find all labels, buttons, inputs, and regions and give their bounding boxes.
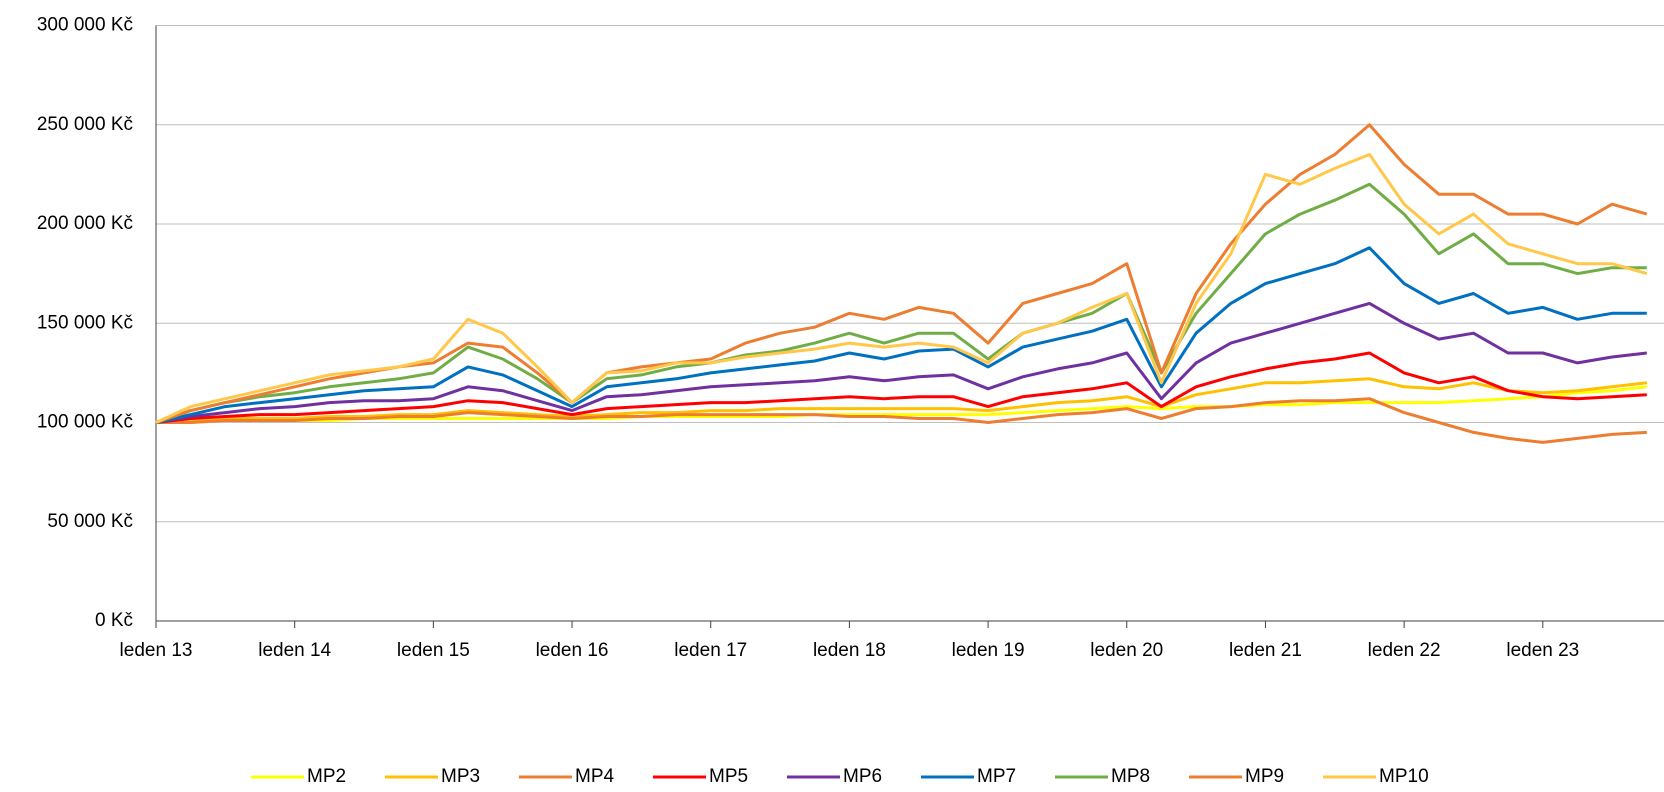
series-line	[155, 301, 1647, 424]
legend-label: MP6	[843, 766, 882, 787]
legend-label: MP8	[1111, 766, 1150, 787]
x-tick-label: leden 13	[120, 640, 193, 661]
series-line	[156, 385, 1647, 424]
series-line	[155, 377, 1647, 424]
x-tick-label: leden 18	[813, 640, 886, 661]
series-line	[155, 182, 1647, 424]
series-line	[155, 351, 1647, 424]
x-tick-label: leden 14	[258, 640, 331, 661]
y-tick-label: 150 000 Kč	[37, 312, 133, 333]
legend-label: MP4	[575, 766, 615, 787]
x-tick-label: leden 21	[1229, 640, 1302, 661]
legend-label: MP9	[1245, 766, 1284, 787]
y-tick-label: 0 Kč	[95, 610, 133, 631]
x-tick-label: leden 15	[397, 640, 470, 661]
y-tick-label: 300 000 Kč	[37, 15, 133, 36]
y-tick-label: 200 000 Kč	[37, 213, 133, 234]
x-tick-label: leden 23	[1506, 640, 1579, 661]
legend-label: MP2	[307, 766, 346, 787]
legend-label: MP5	[709, 766, 748, 787]
legend-label: MP7	[977, 766, 1016, 787]
y-tick-label: 100 000 Kč	[37, 412, 133, 433]
series-line	[155, 246, 1647, 424]
x-tick-label: leden 22	[1368, 640, 1441, 661]
series-line	[155, 153, 1648, 424]
y-tick-label: 50 000 Kč	[47, 511, 133, 532]
x-tick-label: leden 16	[536, 640, 609, 661]
legend-label: MP10	[1379, 766, 1429, 787]
legend-label: MP3	[441, 766, 480, 787]
x-tick-label: leden 17	[674, 640, 747, 661]
x-tick-label: leden 19	[952, 640, 1025, 661]
series-line	[156, 397, 1647, 444]
y-tick-label: 250 000 Kč	[37, 114, 133, 135]
x-tick-label: leden 20	[1090, 640, 1163, 661]
